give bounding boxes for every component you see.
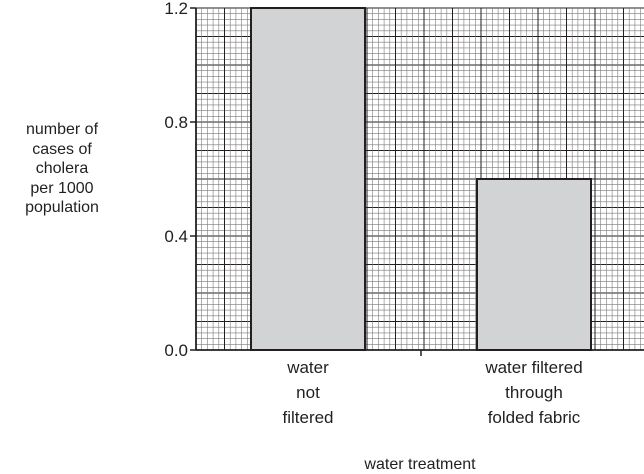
- category-labels: water not filtered water filtered through fol…: [282, 358, 582, 427]
- x-category-label: not: [296, 383, 320, 402]
- x-category-label: filtered: [282, 408, 333, 427]
- x-category-label: water filtered: [484, 358, 582, 377]
- y-axis-label-line: population: [25, 199, 99, 217]
- x-category-label: through: [505, 383, 563, 402]
- y-axis-label-line: cases of: [32, 140, 92, 158]
- bar: [250, 7, 366, 351]
- axes: [190, 7, 644, 356]
- y-axis-label-line: number of: [25, 121, 99, 138]
- y-tick-label: 1.2: [164, 0, 188, 18]
- y-axis-label-line: cholera: [35, 160, 89, 178]
- x-category-label: folded fabric: [488, 408, 581, 427]
- y-axis-label-line: per 1000: [30, 179, 94, 197]
- y-tick-label: 0.8: [164, 113, 188, 132]
- bar: [476, 178, 592, 351]
- x-category-label: water: [286, 358, 329, 377]
- y-tick-label: 0.0: [164, 341, 188, 360]
- tick-labels: 0.0 0.4 0.8 1.2: [164, 0, 188, 360]
- y-axis-label: number of cases of cholera per 1000 popu…: [6, 120, 118, 218]
- bars: [250, 7, 592, 351]
- x-axis-label: water treatment: [364, 456, 476, 473]
- y-tick-label: 0.4: [164, 227, 188, 246]
